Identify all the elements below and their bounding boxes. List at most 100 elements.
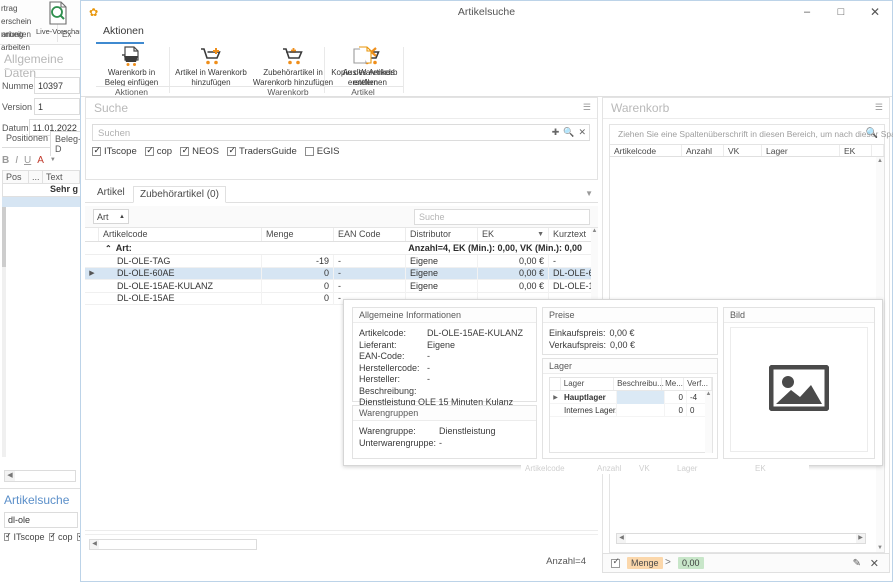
- col-distributor[interactable]: Distributor: [406, 228, 478, 241]
- bg-artikelsuche-input[interactable]: dl-ole: [4, 512, 78, 528]
- filter-field-token[interactable]: Menge: [627, 557, 663, 569]
- occluded-col-3: VK: [639, 463, 650, 473]
- lager-table-row[interactable]: ▶ Hauptlager 0 -4: [550, 390, 712, 404]
- italic-icon[interactable]: I: [15, 154, 19, 166]
- lager-col-beschreibung[interactable]: Beschreibu...: [614, 378, 664, 390]
- checkbox-tradersguide[interactable]: TradersGuide: [227, 145, 297, 157]
- filter-enabled-checkbox[interactable]: [611, 556, 620, 568]
- wk-col-anzahl[interactable]: Anzahl: [682, 145, 724, 156]
- col-menge[interactable]: Menge: [262, 228, 334, 241]
- scrollbar-thumb[interactable]: [2, 207, 6, 267]
- bg-menu-item-0[interactable]: rtrag: [1, 4, 18, 13]
- scroll-up-icon[interactable]: ▲: [591, 228, 598, 234]
- col-artikelcode[interactable]: Artikelcode: [99, 228, 262, 241]
- artikel-in-warenkorb-hinzufuegen-button[interactable]: Artikel in Warenkorb hinzufügen: [173, 45, 249, 87]
- lager-table-scrollbar[interactable]: ▲: [705, 391, 712, 453]
- tab-zubehoerartikel[interactable]: Zubehörartikel (0): [133, 186, 226, 203]
- checkbox-itscope[interactable]: [4, 531, 12, 541]
- bold-icon[interactable]: B: [2, 154, 10, 166]
- scroll-right-icon[interactable]: ▶: [856, 534, 865, 543]
- warenkorb-in-beleg-einfuegen-button[interactable]: Warenkorb in Beleg einfügen: [96, 45, 167, 87]
- bg-tab-belegdaten[interactable]: Beleg-D: [50, 131, 80, 156]
- sort-asc-icon[interactable]: ▲: [119, 213, 125, 220]
- scroll-left-icon[interactable]: ◀: [5, 471, 15, 481]
- tab-aktionen[interactable]: Aktionen: [103, 25, 144, 37]
- tab-artikel[interactable]: Artikel: [97, 187, 125, 198]
- sort-desc-icon[interactable]: ▼: [537, 231, 544, 238]
- bg-menu-item-2[interactable]: nnung: [1, 30, 24, 39]
- wk-col-lager[interactable]: Lager: [762, 145, 840, 156]
- pin-icon[interactable]: ☰: [582, 102, 591, 112]
- add-icon[interactable]: ✚: [551, 127, 560, 137]
- checkbox-itscope[interactable]: ITscope: [92, 145, 137, 157]
- zubehoerartikel-in-warenkorb-hinzufuegen-button[interactable]: Zubehörartikel in Warenkorb hinzufügen: [251, 45, 335, 87]
- lager-table-row[interactable]: Internes Lager... 0 0: [550, 403, 712, 417]
- search-input[interactable]: Suchen ✚ 🔍 ✕: [92, 124, 590, 141]
- close-icon[interactable]: ✕: [869, 558, 879, 570]
- kopie-des-artikels-erstellen-button[interactable]: Kopie des Artikels erstellen: [327, 45, 399, 87]
- field-version-value[interactable]: 1: [34, 98, 80, 115]
- filter-operator[interactable]: >: [665, 557, 671, 568]
- bg-tab-positionen[interactable]: Positionen: [6, 133, 49, 143]
- live-preview-button[interactable]: Live-Vorschau: [36, 0, 80, 36]
- collapse-icon[interactable]: ⌃: [105, 243, 112, 253]
- checkbox-egis-box[interactable]: [304, 147, 314, 156]
- grid-search-placeholder: Suche: [419, 212, 445, 222]
- wk-col-artikelcode[interactable]: Artikelcode: [610, 145, 682, 156]
- lager-col-menge[interactable]: Me...: [662, 378, 685, 390]
- bg-grid-selected-row[interactable]: [2, 197, 80, 207]
- bg-scrollbar[interactable]: [2, 207, 6, 457]
- lager-col-lager[interactable]: Lager: [561, 378, 615, 390]
- pencil-icon[interactable]: ✎: [852, 558, 861, 569]
- search-icon[interactable]: 🔍: [563, 127, 575, 137]
- underline-icon[interactable]: U: [24, 154, 32, 166]
- grid-horizontal-scrollbar[interactable]: ◀: [89, 539, 257, 550]
- checkbox-cop-box[interactable]: [144, 145, 154, 156]
- close-button[interactable]: ✕: [869, 5, 881, 19]
- warenkorb-horizontal-scrollbar[interactable]: ◀ ▶: [616, 533, 866, 544]
- checkbox-tradersguide-box[interactable]: [227, 145, 236, 156]
- grid-vertical-scrollbar[interactable]: ▲: [591, 228, 598, 312]
- maximize-button[interactable]: □: [837, 6, 845, 18]
- pin-icon[interactable]: ☰: [874, 102, 883, 112]
- chevron-down-icon[interactable]: ▼: [585, 189, 593, 198]
- group-by-art-button[interactable]: Art ▲: [93, 209, 129, 224]
- table-row[interactable]: DL-OLE-TAG -19 - Eigene 0,00 € -: [85, 254, 598, 268]
- search-icon[interactable]: 🔍: [865, 128, 878, 139]
- table-row[interactable]: ▶ DL-OLE-60AE 0 - Eigene 0,00 € DL-OLE-6…: [85, 267, 598, 280]
- scroll-down-icon[interactable]: ▼: [877, 545, 883, 551]
- checkbox-cop[interactable]: cop: [144, 145, 172, 157]
- bg-horizontal-scrollbar[interactable]: ◀: [4, 470, 76, 482]
- font-color-icon[interactable]: A: [37, 154, 44, 166]
- clear-icon[interactable]: ✕: [578, 127, 586, 137]
- preise-title: Preise: [549, 310, 575, 320]
- checkbox-more[interactable]: [76, 531, 80, 541]
- minimize-button[interactable]: –: [803, 6, 811, 18]
- checkbox-cop[interactable]: [48, 531, 57, 541]
- checkbox-neos[interactable]: NEOS: [180, 145, 219, 157]
- checkbox-neos-box[interactable]: [180, 145, 189, 156]
- checkbox-egis[interactable]: EGIS: [304, 146, 339, 157]
- col-ek[interactable]: EK ▼: [478, 228, 549, 241]
- wk-col-vk[interactable]: VK: [724, 145, 762, 156]
- bg-col-pos: Pos: [3, 171, 29, 183]
- col-ean-code[interactable]: EAN Code: [334, 228, 406, 241]
- warenkorb-group-panel[interactable]: Ziehen Sie eine Spaltenüberschrift in di…: [609, 124, 893, 144]
- bg-menu-item-3[interactable]: arbeiten: [1, 43, 30, 52]
- cell-ek: 0,00 €: [478, 279, 549, 292]
- scroll-left-icon[interactable]: ◀: [90, 540, 99, 549]
- grid-search-input[interactable]: Suche: [414, 209, 590, 225]
- lager-col-verfuegbar[interactable]: Verf...: [684, 378, 712, 390]
- background-window: rtrag erschein nnung arbeiten Live-Vorsc…: [0, 0, 80, 582]
- bg-menu-item-1[interactable]: erschein: [1, 17, 32, 26]
- scroll-up-icon[interactable]: ▲: [705, 391, 712, 397]
- wk-col-ek[interactable]: EK: [840, 145, 872, 156]
- chevron-down-icon[interactable]: ▼: [49, 157, 56, 163]
- scroll-up-icon[interactable]: ▲: [877, 158, 883, 164]
- table-row[interactable]: DL-OLE-15AE-KULANZ 0 - Eigene 0,00 € DL-…: [85, 279, 598, 293]
- scroll-left-icon[interactable]: ◀: [617, 534, 626, 543]
- grid-group-row[interactable]: ⌃ Art: Anzahl=4, EK (Min.): 0,00, VK (Mi…: [85, 242, 598, 255]
- field-nummer-value[interactable]: 10397: [34, 77, 80, 94]
- checkbox-itscope-box[interactable]: [92, 145, 101, 156]
- filter-value-token[interactable]: 0,00: [678, 557, 704, 569]
